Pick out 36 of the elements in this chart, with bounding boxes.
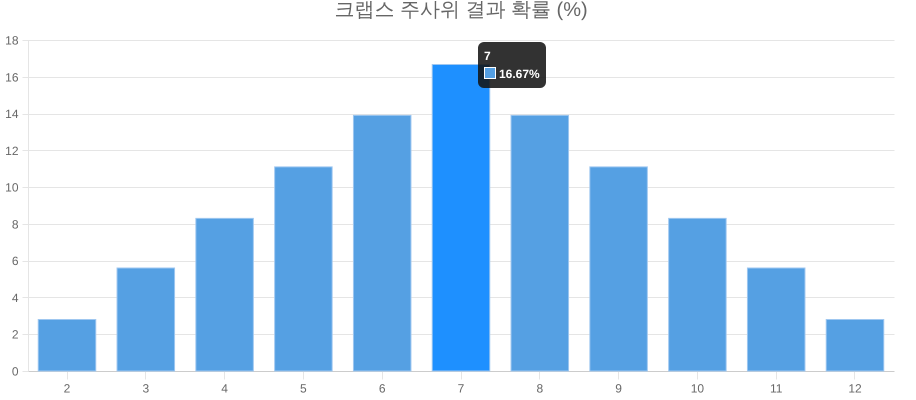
x-tick-label: 5 [300,382,308,396]
y-tick-label: 18 [5,34,19,48]
y-tick-label: 6 [12,254,19,268]
bar [510,114,570,372]
bar [116,268,176,372]
y-tick-label: 14 [5,107,19,122]
x-tick-label: 8 [536,382,544,396]
x-tick-label: 11 [770,382,783,396]
x-tick-label: 7 [458,382,465,396]
bar [826,319,884,372]
annotation: 16.67% [498,66,540,83]
bar [352,114,412,372]
bar [668,218,727,372]
bar [38,319,96,372]
tooltip: 7 16.67% [478,42,546,88]
x-tick-label: 6 [378,382,386,396]
y-tick-label: 0 [12,364,19,378]
bar [274,166,333,372]
x-tick-label: 12 [848,382,862,396]
bar [589,166,648,372]
y-tick-label: 4 [12,290,19,305]
chart-title: 크랩스 주사위 결과 확률 (%) [334,0,588,21]
x-tick-label: 4 [221,382,228,396]
x-tick-label: 2 [64,382,71,396]
x-tick-label: 9 [615,382,622,396]
bar [746,268,806,372]
bar [432,64,490,372]
x-tick-label: 3 [142,382,150,396]
y-tick-label: 16 [5,70,19,84]
annotation: 7 [484,48,492,65]
y-tick-label: 12 [5,144,19,158]
x-tick-label: 10 [690,382,704,396]
y-tick-label: 10 [5,180,19,195]
y-tick-label: 2 [12,328,19,342]
y-tick-label: 8 [12,217,19,232]
bar [195,218,254,372]
